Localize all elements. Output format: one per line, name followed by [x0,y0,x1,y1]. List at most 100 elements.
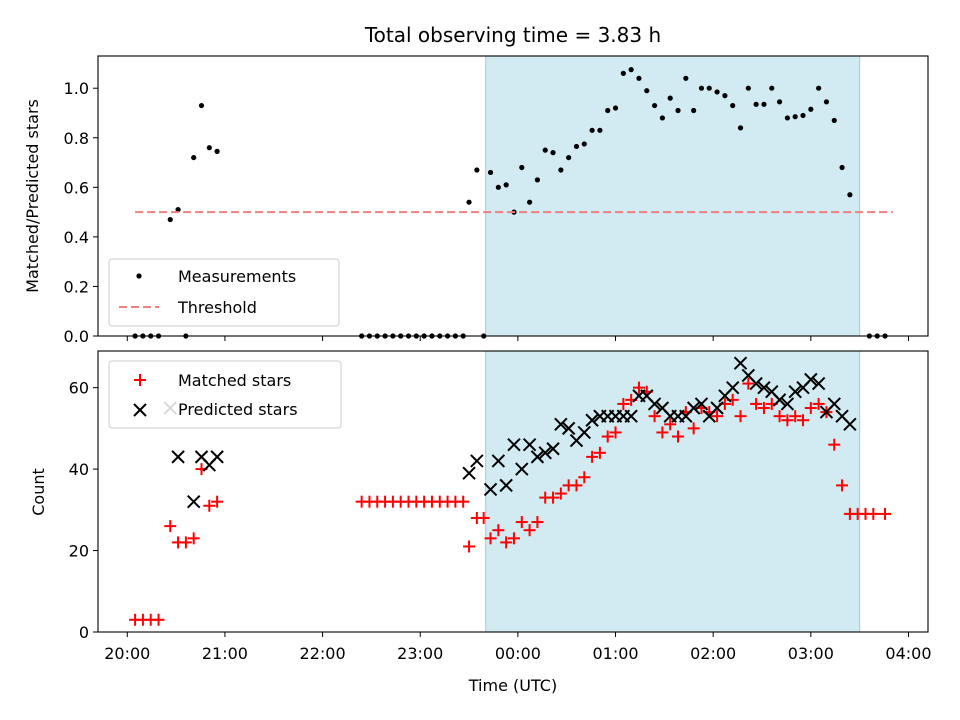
matched-stars-point [586,450,599,463]
matched-stars-point [457,495,470,508]
measurements-point [175,207,181,213]
measurements-point [597,127,603,133]
matched-stars-point [463,540,476,553]
measurements-point [769,85,775,91]
measurements-point [761,101,767,107]
predicted-stars-point [546,442,560,456]
measurements-point [620,70,626,76]
predicted-stars-point [725,380,740,395]
matched-stars-point [879,507,892,520]
matched-stars-point [672,430,685,443]
measurements-point [542,147,548,153]
matched-stars-point [500,536,513,549]
matched-stars-point [203,499,216,512]
top-legend-box [108,258,340,327]
measurements-point [487,169,494,176]
measurements-point [206,145,212,151]
measurements-point [753,101,759,107]
measurements-point [198,102,205,109]
predicted-stars-point [554,417,568,432]
predicted-stars-point [491,454,506,468]
matched-stars-point [531,516,544,529]
matched-stars-point [773,410,786,423]
predicted-stars-point [515,462,529,476]
measurements-point [839,164,845,171]
matched-stars-point [742,377,755,390]
predicted-stars-point [210,450,224,464]
predicted-stars-point [522,437,537,452]
matched-stars-point [867,507,880,520]
matched-stars-point [812,397,825,410]
bottom-legend-box [108,360,342,429]
bottom-data-group [129,356,892,626]
predicted-stars-point [827,397,841,411]
predicted-stars-point [694,397,709,411]
y-tick-label: 0.0 [64,327,89,346]
matched-stars-point [492,524,505,537]
predicted-stars-point [624,409,638,423]
predicted-stars-point [462,466,476,480]
matched-stars-point [836,479,849,492]
predicted-stars-point [186,494,201,509]
predicted-stars-point [470,454,484,468]
legend-measurements-label: Measurements [178,267,296,286]
predicted-stars-point [507,437,521,452]
measurements-point [808,106,814,112]
measurements-point [651,102,658,109]
measurements-point [589,127,595,133]
matched-stars-point [664,418,677,431]
matched-stars-point [789,410,802,423]
measurements-point [667,95,673,101]
y-tick-label: 0.8 [64,129,89,148]
y-tick-label: 40 [69,460,89,479]
measurements-point [167,216,173,223]
measurements-point [503,182,509,188]
matched-stars-point [750,397,763,410]
bottom-ylabel: Count [29,468,48,516]
matched-stars-point [632,381,645,394]
legend-matched-marker [134,374,146,386]
matched-stars-point [179,536,192,549]
predicted-stars-point [538,446,552,460]
legend-threshold-label: Threshold [177,298,257,317]
bottom-legend: Matched stars Predicted stars [108,360,342,429]
legend-predicted-marker [133,403,147,417]
y-tick-label: 60 [69,379,89,398]
predicted-stars-point [843,417,857,432]
matched-stars-point [757,402,770,415]
y-tick-label: 20 [69,542,89,561]
top-axes-frame [97,55,929,337]
matched-stars-point [211,495,224,508]
measurements-point [466,199,472,205]
predicted-stars-point [710,401,724,415]
matched-stars-point [507,532,520,545]
legend-matched-label: Matched stars [178,371,291,390]
top-ylabel: Matched/Predicted stars [23,99,42,293]
measurements-point [691,107,697,114]
predicted-stars-point [561,421,576,436]
measurements-point [722,93,728,99]
observing-window-shade [485,350,861,633]
matched-stars-point [187,532,200,545]
predicted-stars-point [749,376,763,391]
bottom-xlabel: Time (UTC) [468,676,557,695]
predicted-stars-point [757,380,771,395]
matched-stars-point [593,446,606,459]
matched-stars-point [609,426,622,439]
x-tick-label: 04:00 [885,644,931,663]
matched-stars-point [570,479,583,492]
matched-stars-point [804,402,817,415]
predicted-stars-point [585,413,599,427]
measurements-point [495,184,501,190]
top-ticks-group: 0.0 0.2 0.4 0.6 0.8 1.0 [64,79,909,346]
measurements-point [527,199,533,205]
x-tick-label: 21:00 [202,644,248,663]
measurements-point [816,85,822,91]
measurements-point [784,115,790,121]
observing-window-shade [485,55,861,337]
x-tick-label: 01:00 [592,644,638,663]
x-tick-label: 23:00 [397,644,443,663]
matched-stars-point [687,422,700,435]
matched-stars-point [152,613,165,626]
predicted-stars-point [530,450,545,464]
